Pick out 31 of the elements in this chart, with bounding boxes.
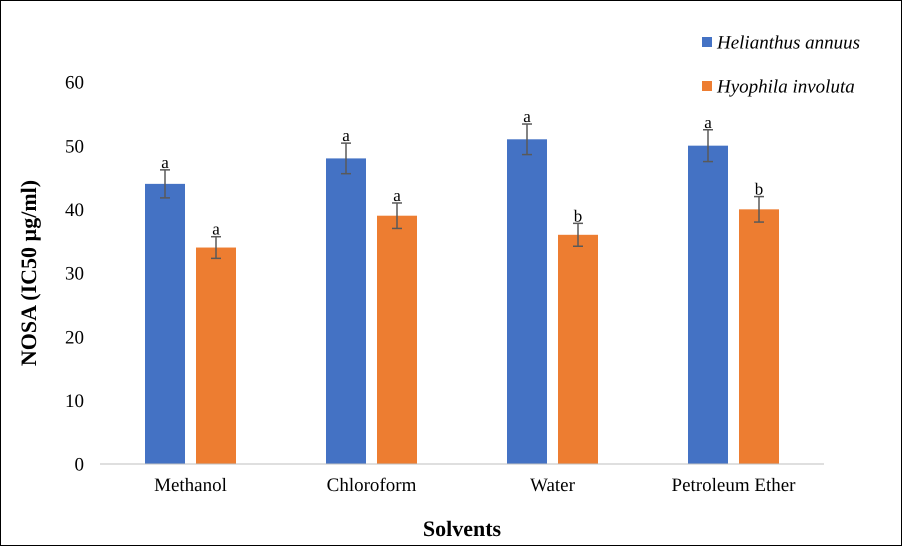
y-tick-label: 10	[65, 390, 84, 412]
y-tick-label: 60	[65, 72, 84, 94]
data-label: a	[393, 186, 402, 205]
data-label: a	[212, 220, 220, 239]
legend-label: Helianthus annuus	[716, 32, 860, 54]
bar	[558, 234, 598, 464]
y-axis-title: NOSA (IC50 µg/ml)	[16, 180, 41, 366]
bar	[145, 184, 185, 464]
x-tick-label: Water	[530, 475, 576, 496]
data-label: a	[523, 107, 532, 126]
bar	[739, 209, 779, 464]
y-tick-label: 20	[65, 327, 84, 348]
bar	[196, 248, 236, 464]
y-tick-label: 40	[65, 200, 84, 221]
data-label: b	[754, 180, 764, 199]
data-label: a	[704, 112, 712, 132]
y-tick-label: 0	[74, 454, 84, 476]
bar	[688, 146, 728, 464]
data-label: b	[574, 206, 582, 226]
data-label: a	[161, 152, 170, 172]
legend-label: Hyophila involuta	[716, 76, 855, 98]
bar	[377, 216, 417, 464]
x-tick-label: Chloroform	[326, 475, 417, 496]
bar	[507, 139, 547, 464]
bar	[326, 158, 366, 464]
data-label: a	[342, 126, 350, 146]
x-tick-label: Methanol	[154, 475, 227, 496]
x-axis-title: Solvents	[422, 516, 502, 541]
y-tick-label: 50	[65, 136, 84, 158]
y-tick-label: 30	[65, 264, 84, 285]
x-tick-label: Petroleum Ether	[672, 475, 796, 496]
